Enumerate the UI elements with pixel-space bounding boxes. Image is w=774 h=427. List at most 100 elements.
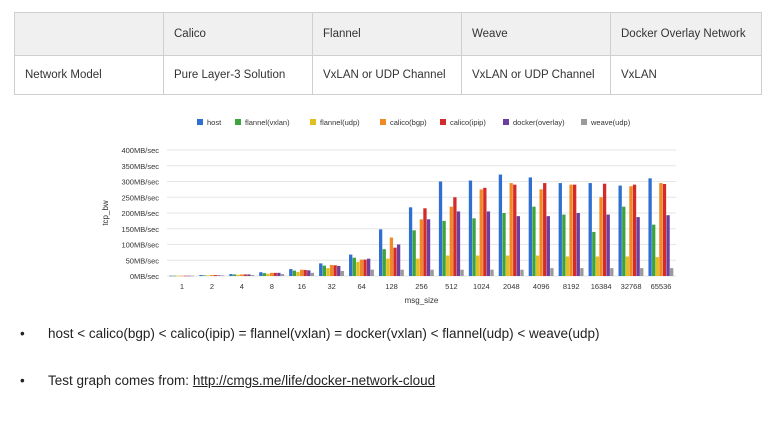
bar-host [289,269,293,276]
bar-host [438,181,443,276]
x-tick-label: 1024 [473,282,490,291]
bar-flanneludp [356,261,360,276]
bar-calicobgp [509,183,513,276]
bar-flanneludp [386,258,390,276]
legend-label: docker(overlay) [513,118,565,127]
y-tick-label: 0MB/sec [130,272,159,281]
bar-flanneludp [236,274,240,276]
table-cell: VxLAN or UDP Channel [312,55,462,95]
bar-weaveudp [400,269,404,276]
y-tick-label: 400MB/sec [121,146,159,155]
bar-weaveudp [340,270,344,276]
table-cell: VxLAN or UDP Channel [461,55,611,95]
bar-calicobgp [449,206,453,276]
bar-host [169,275,173,277]
bar-calicoipip [483,187,487,276]
bar-dockeroverlay [367,258,371,276]
legend-label: flannel(vxlan) [245,118,290,127]
x-tick-label: 512 [445,282,458,291]
bar-calicoipip [303,270,307,276]
x-tick-label: 2048 [503,282,520,291]
bar-flannelvxlan [472,218,476,276]
bar-flannelvxlan [232,274,237,276]
bar-host [229,274,233,276]
legend-swatch [197,119,203,125]
bar-calicoipip [363,259,367,276]
bar-weaveudp [430,269,434,276]
x-tick-label: 64 [357,282,365,291]
bar-calicoipip [662,184,667,276]
legend-swatch [581,119,587,125]
table-header-cell: Flannel [312,12,462,56]
bar-calicobgp [299,269,304,276]
source-link[interactable]: http://cmgs.me/life/docker-network-cloud [192,373,436,388]
bar-calicobgp [270,272,274,276]
bar-calicoipip [513,184,517,276]
bar-host [588,183,592,276]
bar-flannelvxlan [532,206,536,276]
bar-host [498,174,503,276]
bar-host [558,183,562,276]
bar-weaveudp [280,274,285,276]
legend-swatch [503,119,509,125]
bar-dockeroverlay [337,265,341,276]
bar-calicoipip [273,272,277,276]
bar-dockeroverlay [576,213,580,276]
x-tick-label: 32 [328,282,336,291]
legend-swatch [310,119,316,125]
bar-flannelvxlan [442,220,446,277]
bar-weaveudp [190,275,195,277]
comparison-table: Calico Flannel Weave Docker Overlay Netw… [14,12,762,95]
bar-host [618,185,622,276]
legend-label: flannel(udp) [320,118,360,127]
bar-flannelvxlan [592,231,596,276]
bar-weaveudp [580,268,584,277]
bar-flanneludp [475,255,480,276]
bar-weaveudp [310,272,315,276]
table-header-cell: Docker Overlay Network [610,12,762,56]
bar-flanneludp [296,271,300,276]
bar-weaveudp [550,268,554,277]
bar-host [319,263,323,276]
bar-flannelvxlan [292,270,297,276]
legend-label: weave(udp) [590,118,631,127]
bar-weaveudp [520,269,524,276]
bar-calicobgp [569,184,573,276]
bar-flannelvxlan [262,273,267,276]
x-tick-label: 65536 [651,282,672,291]
bar-weaveudp [610,268,614,277]
x-tick-label: 16384 [591,282,612,291]
bar-host [648,178,652,276]
x-tick-label: 8 [270,282,274,291]
bar-dockeroverlay [606,214,610,276]
bar-flannelvxlan [352,257,356,276]
bar-calicoipip [183,275,188,277]
bullet-text-source: Test graph comes from: http://cmgs.me/li… [48,373,435,388]
bar-calicoipip [243,274,247,276]
legend-swatch [380,119,386,125]
bar-flanneludp [416,258,420,276]
bar-weaveudp [490,269,494,276]
bar-weaveudp [370,269,374,276]
y-axis-label: tcp_bw [101,200,110,226]
x-tick-label: 8192 [563,282,580,291]
bullet-marker: • [20,373,25,388]
bar-calicobgp [419,219,424,276]
bar-dockeroverlay [426,219,431,276]
x-tick-label: 256 [415,282,428,291]
y-tick-label: 250MB/sec [121,193,159,202]
bar-flanneludp [446,255,450,276]
table-row: Network Model Pure Layer-3 Solution VxLA… [14,55,762,95]
bar-weaveudp [670,268,674,277]
bandwidth-bar-chart: host flannel(vxlan) flannel(udp) calico(bgp… [101,118,676,305]
bar-flannelvxlan [562,214,566,276]
bar-weaveudp [640,268,644,277]
bar-host [528,177,532,276]
bar-flannelvxlan [502,213,506,276]
bar-host [408,207,413,276]
x-tick-label: 32768 [621,282,642,291]
bar-calicobgp [359,259,364,276]
y-tick-label: 100MB/sec [121,241,159,250]
bar-calicoipip [213,275,218,276]
bar-host [199,275,203,276]
